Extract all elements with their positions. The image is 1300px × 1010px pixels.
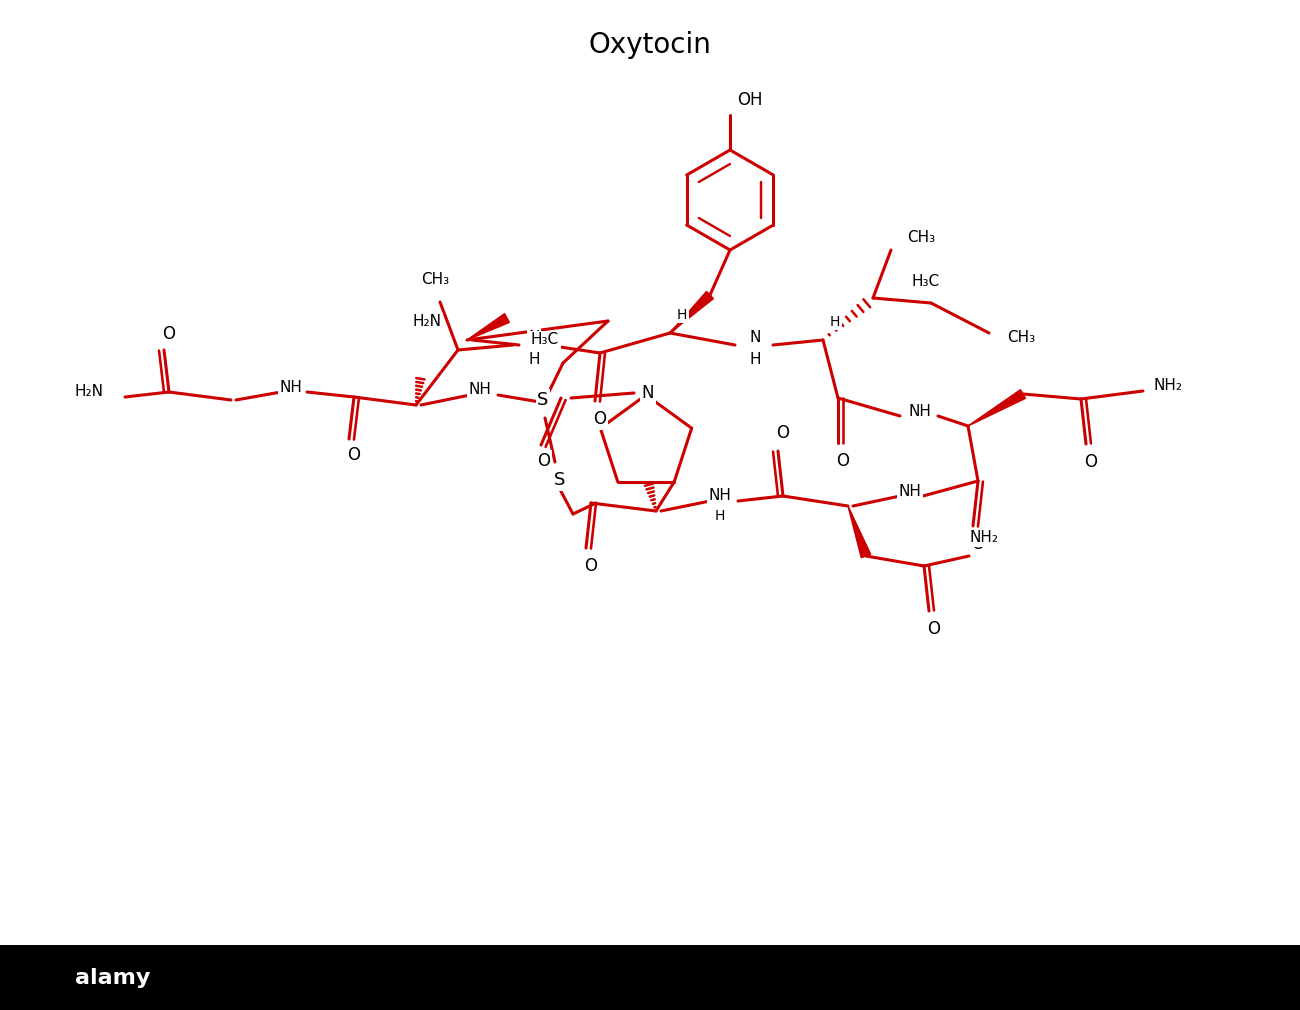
Text: O: O xyxy=(927,620,940,638)
Text: NH₂: NH₂ xyxy=(970,530,998,545)
Text: H: H xyxy=(528,352,540,368)
Text: CH₃: CH₃ xyxy=(907,230,935,245)
Text: H₂N: H₂N xyxy=(74,385,104,400)
Text: S: S xyxy=(537,391,549,409)
Text: O: O xyxy=(971,535,984,553)
Text: H₂N: H₂N xyxy=(412,314,442,329)
Text: NH: NH xyxy=(280,380,303,395)
Text: H: H xyxy=(715,509,725,523)
Polygon shape xyxy=(848,506,871,558)
Bar xyxy=(0,945,1300,1010)
Text: H₃C: H₃C xyxy=(530,332,559,347)
Text: H: H xyxy=(829,315,840,329)
Text: O: O xyxy=(836,452,849,470)
Text: NH: NH xyxy=(468,383,491,398)
Text: N: N xyxy=(642,384,654,402)
Text: NH: NH xyxy=(909,404,931,418)
Text: CH₃: CH₃ xyxy=(421,273,448,288)
Text: NH: NH xyxy=(708,489,732,504)
Text: Oxytocin: Oxytocin xyxy=(589,31,711,59)
Text: O: O xyxy=(776,424,789,442)
Text: O: O xyxy=(347,446,360,464)
Text: NH₂: NH₂ xyxy=(1153,379,1183,394)
Polygon shape xyxy=(670,291,714,333)
Text: O: O xyxy=(594,410,607,428)
Text: N: N xyxy=(749,329,760,344)
Text: H: H xyxy=(749,351,760,367)
Text: O: O xyxy=(537,452,550,470)
Text: H₃C: H₃C xyxy=(911,274,940,289)
Text: O: O xyxy=(585,557,598,575)
Text: OH: OH xyxy=(737,91,763,109)
Text: S: S xyxy=(554,471,566,489)
Text: NH: NH xyxy=(898,484,922,499)
Polygon shape xyxy=(467,314,510,340)
Text: O: O xyxy=(162,325,176,343)
Text: N: N xyxy=(528,329,540,344)
Text: O: O xyxy=(1084,453,1097,471)
Text: CH₃: CH₃ xyxy=(1008,330,1035,345)
Polygon shape xyxy=(968,390,1026,426)
Text: alamy: alamy xyxy=(75,968,151,988)
Text: H: H xyxy=(677,308,688,322)
